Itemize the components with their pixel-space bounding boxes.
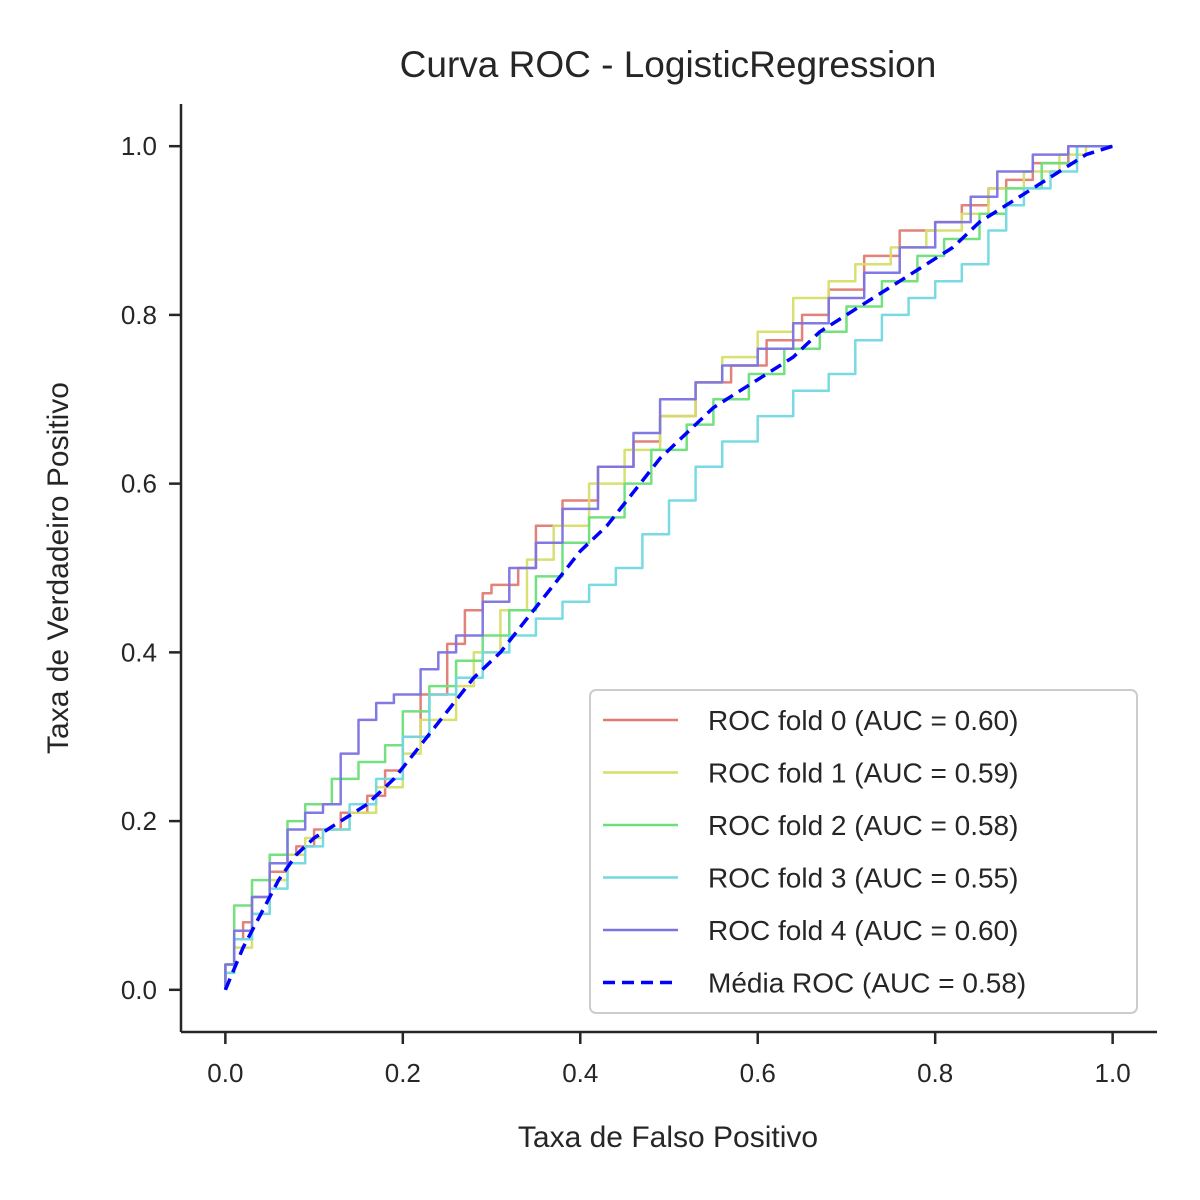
x-tick-label: 0.0	[207, 1058, 243, 1088]
series-line-5	[223, 144, 1114, 991]
legend: ROC fold 0 (AUC = 0.60) ROC fold 1 (AUC =…	[589, 689, 1138, 1014]
y-axis-label: Taxa de Verdadeiro Positivo	[42, 382, 75, 754]
legend-entry-label: ROC fold 0 (AUC = 0.60)	[708, 705, 1018, 736]
y-tick-label: 0.6	[121, 469, 157, 499]
legend-entry-label: ROC fold 4 (AUC = 0.60)	[708, 915, 1018, 946]
axes: 0.0 0.2 0.4 0.6 0.8 1.0 0.0 0.2 0.4 0.6 0.8 1.0	[121, 104, 1157, 1088]
series-line-3	[224, 144, 1113, 990]
legend-entry-label: ROC fold 3 (AUC = 0.55)	[708, 863, 1018, 894]
chart-title: Curva ROC - LogisticRegression	[400, 44, 937, 85]
legend-entry-label: ROC fold 2 (AUC = 0.58)	[708, 810, 1018, 841]
x-tick-label: 0.6	[740, 1058, 776, 1088]
y-tick-label: 0.0	[121, 975, 157, 1005]
y-tick-label: 0.4	[121, 637, 157, 667]
y-tick-label: 1.0	[121, 131, 157, 161]
x-tick-label: 1.0	[1095, 1058, 1131, 1088]
legend-box	[589, 689, 1138, 1014]
legend-entry-label: Média ROC (AUC = 0.58)	[708, 968, 1026, 999]
series-line-2	[224, 144, 1113, 990]
y-tick-label: 0.8	[121, 300, 157, 330]
legend-entry-label: ROC fold 1 (AUC = 0.59)	[708, 758, 1018, 789]
x-axis-label: Taxa de Falso Positivo	[518, 1121, 818, 1154]
x-tick-label: 0.4	[562, 1058, 598, 1088]
series-group	[223, 144, 1114, 991]
x-tick-label: 0.2	[385, 1058, 421, 1088]
y-tick-label: 0.2	[121, 806, 157, 836]
x-tick-label: 0.8	[917, 1058, 953, 1088]
series-line-4	[224, 144, 1113, 990]
